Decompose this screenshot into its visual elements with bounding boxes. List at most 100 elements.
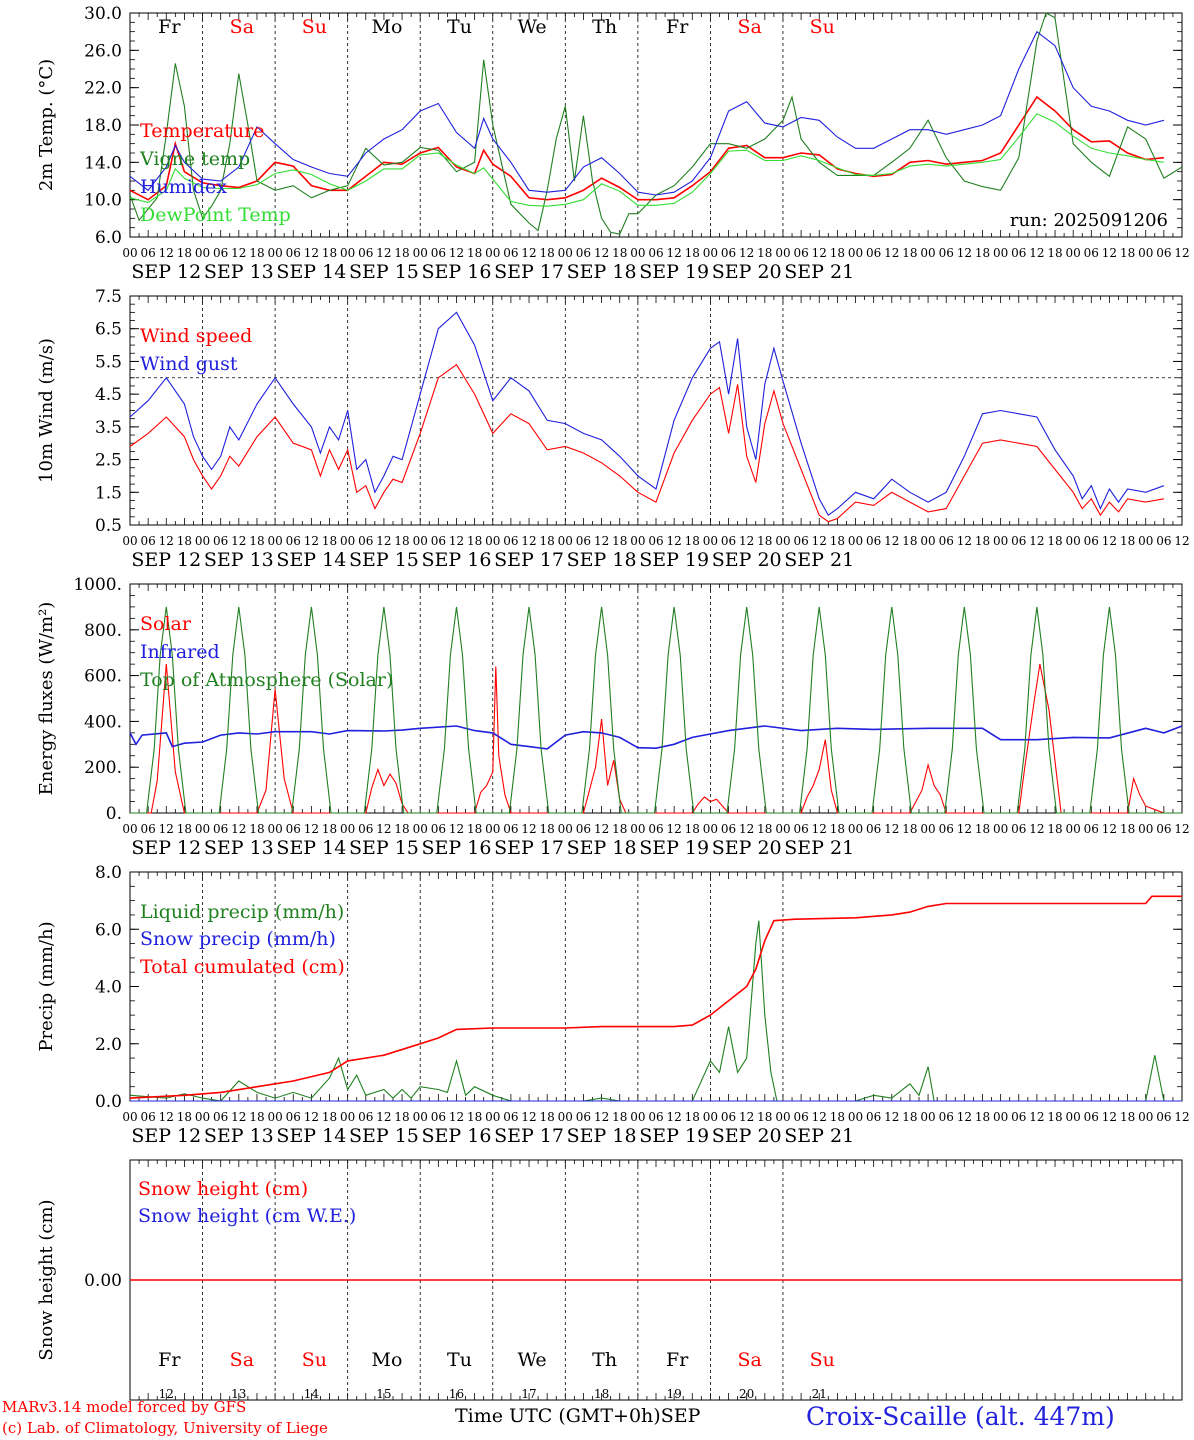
x-hour-label: 06 xyxy=(648,534,663,548)
x-hour-label: 00 xyxy=(1066,822,1081,836)
x-hour-label: 06 xyxy=(1011,534,1026,548)
x-hour-label: 12 xyxy=(1102,822,1117,836)
x-hour-label: 06 xyxy=(866,246,881,260)
bottom-day-number: 16 xyxy=(449,1387,464,1401)
x-hour-label: 06 xyxy=(1011,246,1026,260)
y-tick-label: 4.0 xyxy=(95,978,122,998)
x-hour-label: 12 xyxy=(666,1110,681,1124)
x-hour-label: 06 xyxy=(1084,1110,1099,1124)
x-hour-label: 00 xyxy=(1138,1110,1153,1124)
x-hour-label: 00 xyxy=(195,246,210,260)
x-hour-label: 06 xyxy=(213,1110,228,1124)
x-hour-label: 00 xyxy=(558,1110,573,1124)
x-hour-label: 12 xyxy=(1174,1110,1189,1124)
plot-frame xyxy=(129,295,1183,526)
y-tick-label: 600. xyxy=(84,667,122,687)
bottom-weekday-label: Sa xyxy=(230,1349,254,1371)
x-hour-label: 00 xyxy=(340,822,355,836)
x-hour-label: 12 xyxy=(884,1110,899,1124)
bottom-weekday-label: Fr xyxy=(666,1349,689,1371)
x-hour-label: 06 xyxy=(866,1110,881,1124)
x-hour-label: 00 xyxy=(413,822,428,836)
x-hour-label: 18 xyxy=(757,822,772,836)
x-hour-label: 00 xyxy=(775,822,790,836)
x-hour-label: 06 xyxy=(939,822,954,836)
x-date-label: SEP 19 xyxy=(639,1125,709,1147)
x-hour-label: 12 xyxy=(812,1110,827,1124)
x-hour-label: 18 xyxy=(322,246,337,260)
bottom-day-number: 20 xyxy=(739,1387,754,1401)
x-hour-label: 12 xyxy=(1029,534,1044,548)
x-hour-label: 06 xyxy=(431,246,446,260)
x-hour-label: 00 xyxy=(122,1110,137,1124)
x-hour-label: 06 xyxy=(866,822,881,836)
x-hour-label: 00 xyxy=(775,534,790,548)
x-hour-label: 12 xyxy=(231,822,246,836)
x-date-label: SEP 13 xyxy=(204,261,274,283)
x-hour-label: 00 xyxy=(195,1110,210,1124)
x-hour-label: 12 xyxy=(594,534,609,548)
x-hour-label: 12 xyxy=(449,822,464,836)
x-hour-label: 12 xyxy=(521,822,536,836)
legend-entry: Humidex xyxy=(140,176,227,198)
y-tick-label: 6.0 xyxy=(95,228,122,248)
x-hour-label: 18 xyxy=(975,534,990,548)
x-hour-label: 12 xyxy=(449,534,464,548)
x-hour-label: 18 xyxy=(830,1110,845,1124)
x-hour-label: 18 xyxy=(612,822,627,836)
x-hour-label: 18 xyxy=(902,822,917,836)
x-hour-label: 18 xyxy=(685,1110,700,1124)
x-hour-label: 06 xyxy=(286,1110,301,1124)
x-hour-label: 06 xyxy=(140,246,155,260)
x-hour-label: 18 xyxy=(322,534,337,548)
x-hour-label: 18 xyxy=(830,822,845,836)
x-hour-label: 00 xyxy=(340,1110,355,1124)
x-date-label: SEP 18 xyxy=(567,1125,637,1147)
bottom-day-number: 13 xyxy=(231,1387,246,1401)
top-weekday-label: Su xyxy=(302,16,327,38)
x-hour-label: 18 xyxy=(467,534,482,548)
x-date-label: SEP 19 xyxy=(639,261,709,283)
x-hour-label: 12 xyxy=(304,534,319,548)
x-hour-label: 06 xyxy=(648,822,663,836)
legend-entry: Wind gust xyxy=(140,353,238,375)
x-hour-label: 00 xyxy=(848,534,863,548)
top-weekday-label: We xyxy=(517,16,546,38)
x-hour-label: 12 xyxy=(957,534,972,548)
x-date-label: SEP 21 xyxy=(784,1125,854,1147)
legend-entry: Snow precip (mm/h) xyxy=(140,928,336,950)
y-tick-label: 0.00 xyxy=(84,1271,122,1291)
x-hour-label: 06 xyxy=(793,246,808,260)
x-hour-label: 06 xyxy=(576,822,591,836)
x-hour-label: 00 xyxy=(848,246,863,260)
x-hour-label: 12 xyxy=(304,246,319,260)
x-hour-label: 12 xyxy=(231,246,246,260)
x-hour-label: 18 xyxy=(757,534,772,548)
x-hour-label: 12 xyxy=(449,1110,464,1124)
x-hour-label: 06 xyxy=(1156,246,1171,260)
x-hour-label: 12 xyxy=(159,534,174,548)
x-hour-label: 18 xyxy=(249,534,264,548)
y-tick-label: 5.5 xyxy=(95,352,122,372)
y-tick-label: 400. xyxy=(84,712,122,732)
x-hour-label: 06 xyxy=(503,1110,518,1124)
x-hour-label: 00 xyxy=(485,534,500,548)
bottom-day-number: 15 xyxy=(376,1387,391,1401)
run-annotation: run: 2025091206 xyxy=(1010,210,1168,231)
y-tick-label: 0. xyxy=(106,804,122,824)
panel-1: 6.0 10.0 14.0 18.0 22.0 26.0 30.0 2m Temp. (°C)… xyxy=(36,4,1190,283)
x-hour-label: 06 xyxy=(213,534,228,548)
x-hour-label: 18 xyxy=(177,822,192,836)
bottom-weekday-label: Mo xyxy=(372,1349,403,1371)
x-hour-label: 00 xyxy=(267,534,282,548)
x-hour-label: 00 xyxy=(122,246,137,260)
x-hour-label: 00 xyxy=(993,246,1008,260)
y-tick-label: 6.5 xyxy=(95,320,122,340)
x-date-label: SEP 17 xyxy=(494,549,564,571)
x-date-label: SEP 16 xyxy=(422,1125,492,1147)
x-hour-label: 06 xyxy=(140,1110,155,1124)
x-hour-label: 00 xyxy=(920,246,935,260)
legend-entry: Snow height (cm W.E.) xyxy=(138,1205,356,1227)
x-hour-label: 06 xyxy=(1156,822,1171,836)
panel-2: 0.5 1.5 2.5 3.5 4.5 5.5 6.5 7.5 10m Wind (m/s) Wi… xyxy=(36,287,1190,571)
